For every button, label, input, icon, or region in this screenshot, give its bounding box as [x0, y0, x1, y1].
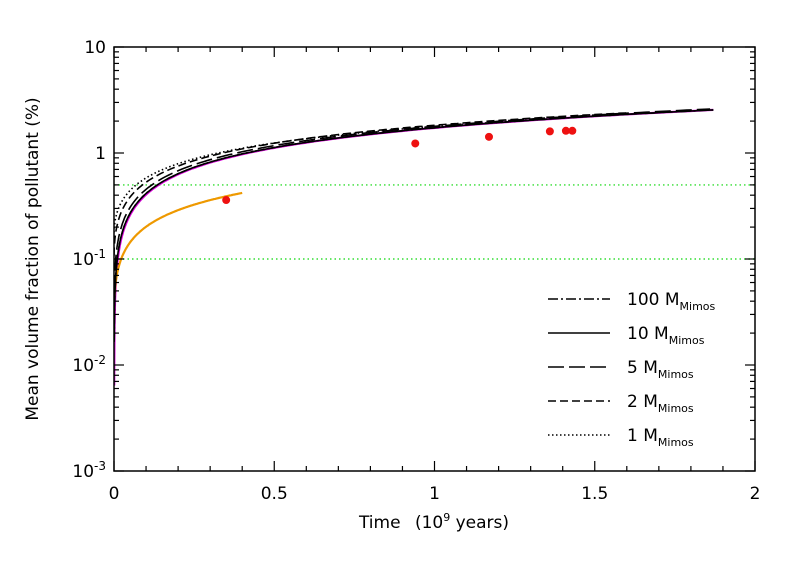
marker-point-4 — [561, 126, 570, 135]
marker-point-1 — [411, 139, 420, 148]
series-line-3 — [114, 111, 631, 256]
marker-point-0 — [222, 196, 231, 205]
marker-point-2 — [484, 132, 493, 141]
legend-label-3: 2 MMimos — [627, 392, 694, 415]
legend-label-0: 100 MMimos — [627, 290, 716, 313]
marker-point-5 — [568, 126, 577, 135]
legend-label-2: 5 MMimos — [627, 358, 694, 381]
reference-lines — [114, 184, 755, 260]
series-line-1 — [114, 109, 714, 342]
y-tick-labels: 10-3 10-2 10-1 1 10 — [72, 38, 106, 482]
axis-ticks — [113, 46, 756, 472]
x-tick-labels: 0 0.5 1 1.5 2 — [109, 484, 761, 504]
legend-label-4: 1 MMimos — [627, 426, 694, 449]
y-tick-label-3: 1 — [95, 144, 106, 164]
data-markers — [222, 126, 577, 205]
x-tick-label-1: 0.5 — [261, 484, 288, 504]
x-tick-label-3: 1.5 — [581, 484, 608, 504]
y-axis-label: Mean volume fraction of pollutant (%) — [23, 97, 43, 420]
legend-label-1: 10 MMimos — [627, 324, 705, 347]
y-tick-label-4: 10 — [84, 38, 106, 58]
x-tick-label-4: 2 — [750, 484, 761, 504]
x-tick-label-0: 0 — [109, 484, 120, 504]
y-tick-label-2: 10-1 — [72, 247, 106, 270]
x-tick-label-2: 1 — [429, 484, 440, 504]
marker-point-3 — [545, 127, 554, 136]
series-curves — [114, 108, 714, 386]
x-axis-label: Time (109 years) — [358, 511, 509, 533]
y-tick-label-0: 10-3 — [72, 459, 106, 482]
legend: 100 MMimos 10 MMimos 5 MMimos 2 MMimos 1 MMi… — [548, 290, 716, 449]
y-tick-label-1: 10-2 — [72, 353, 106, 376]
